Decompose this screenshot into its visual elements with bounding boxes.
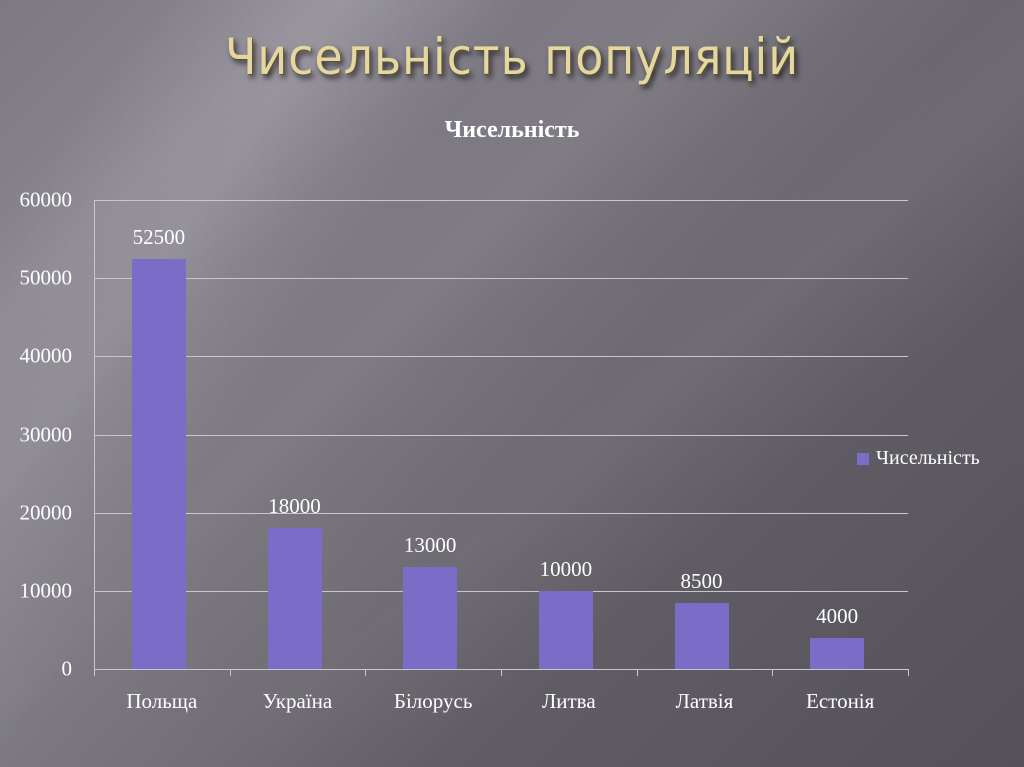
gridline xyxy=(94,512,908,514)
legend-swatch-icon xyxy=(857,452,869,465)
x-axis-tick xyxy=(908,669,909,676)
x-category-label: Латвія xyxy=(675,689,734,713)
y-tick-label: 50000 xyxy=(19,265,73,290)
x-axis-tick xyxy=(772,669,774,676)
x-category-label: Україна xyxy=(262,689,333,713)
bar xyxy=(538,590,593,669)
x-axis-tick xyxy=(94,669,95,676)
x-axis-tick xyxy=(365,669,367,676)
bar xyxy=(674,602,729,669)
x-axis-tick xyxy=(501,669,502,676)
bar xyxy=(267,528,322,669)
chart-title: Чисельність xyxy=(444,117,580,143)
x-category-label: Білорусь xyxy=(393,689,473,713)
x-category-label: Естонія xyxy=(806,689,875,713)
data-label: 10000 xyxy=(539,556,593,581)
data-label: 4000 xyxy=(816,603,859,628)
y-tick-label: 60000 xyxy=(19,187,73,212)
data-label: 13000 xyxy=(403,533,457,558)
x-axis-tick xyxy=(229,669,231,676)
y-axis-line xyxy=(94,200,95,676)
y-tick-label: 40000 xyxy=(19,343,73,368)
data-label: 52500 xyxy=(132,224,186,249)
x-axis-tick xyxy=(636,669,638,676)
y-tick-label: 20000 xyxy=(19,500,73,525)
y-tick-label: 10000 xyxy=(19,578,73,603)
data-label: 18000 xyxy=(268,494,321,519)
gridline xyxy=(94,356,908,358)
data-label: 8500 xyxy=(680,568,723,593)
x-category-label: Польща xyxy=(126,689,198,713)
plot-area xyxy=(94,200,909,676)
bar xyxy=(403,567,458,669)
legend: Чисельність xyxy=(857,447,980,470)
bar xyxy=(810,637,865,669)
y-tick-label: 30000 xyxy=(19,422,73,446)
x-category-label: Литва xyxy=(542,689,596,713)
bar xyxy=(131,258,186,669)
gridline xyxy=(94,200,908,201)
slide-title: Чисельність популяцій xyxy=(224,28,800,86)
legend-label: Чисельність xyxy=(876,447,980,469)
gridline xyxy=(94,278,908,280)
gridline xyxy=(94,434,908,436)
gridline xyxy=(94,590,908,592)
y-tick-label: 0 xyxy=(61,656,73,681)
